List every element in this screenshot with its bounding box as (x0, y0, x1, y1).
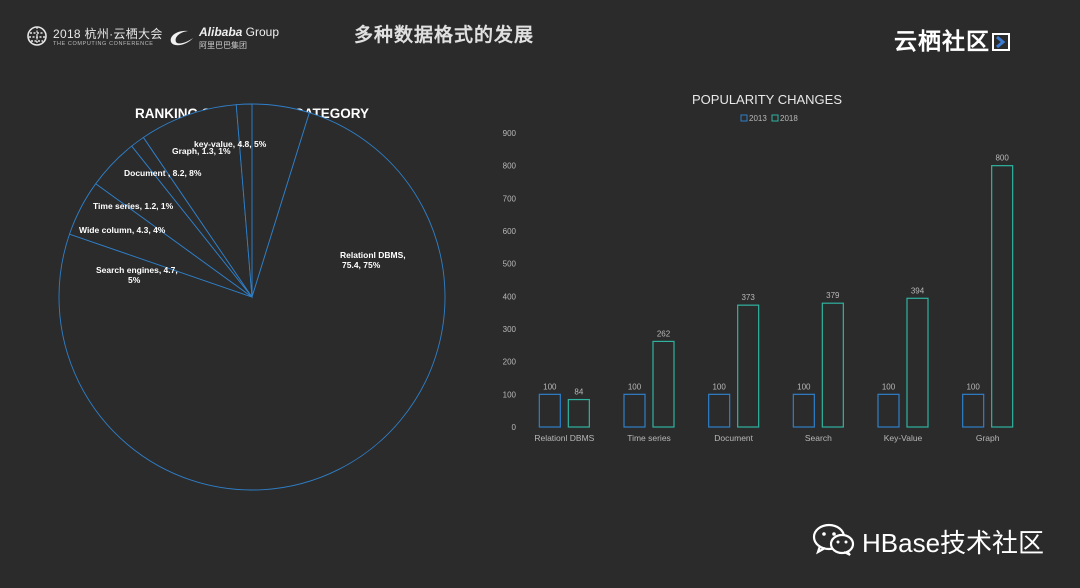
bar-value-label: 100 (712, 382, 726, 391)
legend-label: 2013 (749, 114, 767, 123)
pie-slice (58, 112, 446, 491)
pie-slice (142, 104, 253, 299)
group-brand-cn: 阿里巴巴集团 (199, 41, 247, 50)
y-tick-label: 800 (503, 162, 517, 171)
bar (652, 340, 675, 428)
y-tick-label: 400 (503, 292, 517, 301)
bar-series: 100 84 100 262 100 373 100 379 100 394 100 800 (538, 154, 1014, 428)
pie-slice-label: Document , 8.2, 8% (124, 168, 202, 178)
x-category-label: Time series (627, 433, 671, 443)
wechat-watermark: HBase技术社区 (812, 520, 1062, 560)
yunqi-brand: 云栖社区 (894, 22, 1011, 56)
pie-slices (58, 103, 446, 491)
bar (792, 393, 815, 428)
bar (821, 302, 844, 428)
legend-swatch (771, 114, 779, 122)
alibaba-logo-icon (170, 30, 193, 46)
pie-labels: key-value, 4.8, 5% Relationl DBMS, 75.4, 7… (79, 139, 406, 285)
bar (962, 393, 985, 428)
x-category-label: Relationl DBMS (534, 433, 594, 443)
bar (538, 393, 561, 428)
bar-value-label: 262 (657, 329, 671, 338)
group-brand-name: Alibaba Group (199, 25, 280, 39)
conference-subtitle: THE COMPUTING CONFERENCE (53, 41, 154, 47)
alibaba-group-logo: Alibaba Group 阿里巴巴集团 (168, 24, 293, 50)
bar-value-label: 394 (911, 286, 925, 295)
pie-slice-label: Graph, 1.3, 1% (172, 146, 231, 156)
brand-mark-icon (992, 33, 1010, 51)
x-category-label: Search (805, 433, 832, 443)
bar-y-axis: 0 100 200 300 400 500 600 700 800 900 (503, 129, 517, 432)
bar (991, 165, 1014, 428)
y-tick-label: 200 (503, 358, 517, 367)
pie-slice-label: key-value, 4.8, 5% (194, 139, 267, 149)
bar-value-label: 100 (543, 382, 557, 391)
bar-value-label: 373 (741, 293, 755, 302)
bar (906, 297, 929, 428)
bar-value-label: 100 (797, 382, 811, 391)
page-title: 多种数据格式的发展 (354, 25, 535, 46)
bar-value-label: 100 (966, 382, 980, 391)
bar-value-label: 379 (826, 291, 840, 300)
bar-x-axis: Relationl DBMS Time series Document Search K… (534, 433, 999, 443)
x-category-label: Key-Value (884, 433, 923, 443)
y-tick-label: 100 (503, 390, 517, 399)
pie-slice-label: Relationl DBMS, 75.4, 75% (340, 250, 406, 270)
pie-slice-label: Search engines, 4.7, 5% (96, 265, 178, 285)
pie-slice-label: Wide column, 4.3, 4% (79, 225, 166, 235)
slide-header: 2018 杭州·云栖大会 THE COMPUTING CONFERENCE Al… (0, 0, 1080, 70)
legend-label: 2018 (780, 114, 798, 123)
bar-value-label: 100 (882, 382, 896, 391)
bar (567, 398, 590, 428)
bar-legend: 2013 2018 (740, 114, 798, 123)
bar-value-label: 84 (574, 388, 583, 397)
watermark-text: HBase技术社区 (862, 528, 1045, 558)
bar-chart: POPULARITY CHANGES 2013 2018 0 100 200 300 40… (503, 92, 1014, 443)
bar (737, 304, 760, 428)
x-category-label: Document (714, 433, 753, 443)
y-tick-label: 300 (503, 325, 517, 334)
bar (877, 393, 900, 428)
legend-swatch (740, 114, 748, 122)
y-tick-label: 600 (503, 227, 517, 236)
bar-value-label: 800 (995, 154, 1009, 163)
bar (623, 393, 646, 428)
bar-chart-title: POPULARITY CHANGES (692, 92, 842, 107)
pie-slice (235, 103, 253, 298)
pie-slice-label: Time series, 1.2, 1% (93, 201, 174, 211)
bar-value-label: 100 (628, 382, 642, 391)
globe-logo-icon (27, 26, 47, 46)
y-tick-label: 500 (503, 260, 517, 269)
bar (708, 393, 731, 428)
y-tick-label: 900 (503, 129, 517, 138)
y-tick-label: 0 (512, 423, 517, 432)
y-tick-label: 700 (503, 194, 517, 203)
wechat-icon (812, 523, 855, 556)
pie-chart: RANKING SCORES PER CATEGORY key-value, 4… (58, 103, 446, 491)
conference-logo: 2018 杭州·云栖大会 THE COMPUTING CONFERENCE (26, 24, 162, 50)
brand-text: 云栖社区 (894, 28, 990, 54)
x-category-label: Graph (976, 433, 1000, 443)
conference-title: 2018 杭州·云栖大会 (53, 27, 163, 41)
